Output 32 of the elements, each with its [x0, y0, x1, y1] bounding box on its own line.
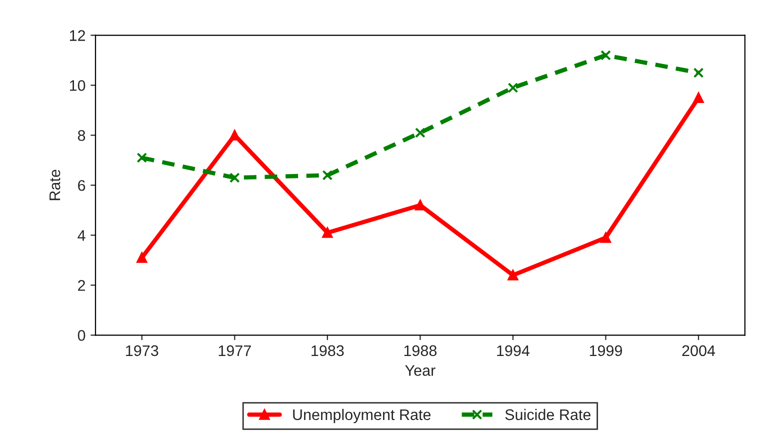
point [322, 170, 333, 180]
point [508, 270, 518, 280]
x-axis-title: Year [405, 365, 436, 376]
y-tick-label: 12 [70, 30, 86, 41]
point [229, 172, 240, 183]
y-tick-label: 8 [78, 130, 86, 141]
point [414, 128, 426, 138]
y-tick-label: 6 [78, 180, 86, 191]
x-tick-label: 1973 [126, 345, 158, 356]
x-tick-label: 1988 [404, 345, 437, 356]
y-tick-label: 10 [70, 80, 86, 91]
point [600, 50, 611, 60]
point [600, 232, 611, 243]
x-tick-label: 1977 [218, 345, 251, 356]
x-tick-label: 2004 [682, 345, 716, 356]
point [414, 200, 426, 210]
x-tick-label: 1999 [590, 345, 622, 356]
y-tick-label: 0 [78, 330, 86, 341]
y-tick-label: 2 [78, 280, 86, 291]
point [322, 227, 333, 238]
point [693, 68, 704, 78]
x-tick-label: 1983 [312, 345, 344, 356]
point [693, 92, 704, 103]
y-axis-title: Rate [50, 170, 60, 200]
point [136, 152, 148, 163]
point [136, 252, 148, 263]
point [229, 130, 240, 140]
legend-label: Suicide Rate [505, 408, 591, 420]
y-tick-label: 4 [78, 230, 86, 241]
point [508, 82, 518, 93]
legend-label: Unemployment Rate [293, 408, 431, 424]
x-tick-label: 1994 [497, 345, 530, 356]
